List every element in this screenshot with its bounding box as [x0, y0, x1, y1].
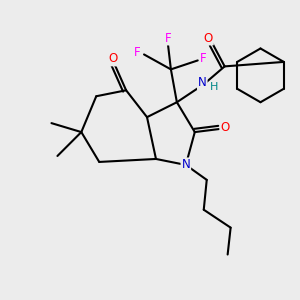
Text: N: N: [198, 76, 207, 89]
Text: N: N: [182, 158, 190, 171]
Text: O: O: [108, 52, 117, 65]
Text: F: F: [165, 32, 171, 44]
Text: F: F: [200, 52, 206, 65]
Text: H: H: [210, 82, 218, 92]
Text: O: O: [220, 121, 230, 134]
Text: F: F: [134, 46, 141, 59]
Text: O: O: [204, 32, 213, 44]
